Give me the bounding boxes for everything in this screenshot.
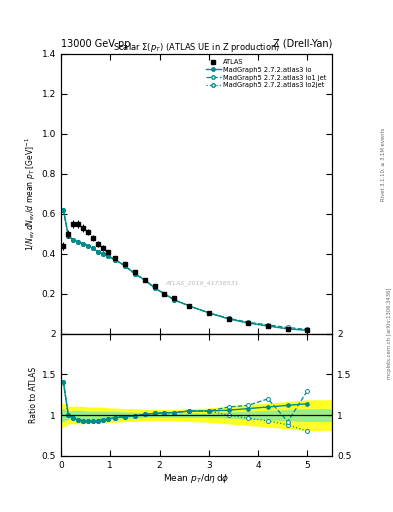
- Y-axis label: $1/N_\mathrm{ev}\,dN_\mathrm{ev}/d$ mean $p_T$ [GeV]$^{-1}$: $1/N_\mathrm{ev}\,dN_\mathrm{ev}/d$ mean…: [23, 137, 37, 251]
- Y-axis label: Ratio to ATLAS: Ratio to ATLAS: [29, 367, 37, 423]
- X-axis label: Mean $p_T$/d$\eta\,\mathrm{d}\phi$: Mean $p_T$/d$\eta\,\mathrm{d}\phi$: [163, 472, 230, 485]
- Text: Z (Drell-Yan): Z (Drell-Yan): [273, 38, 332, 49]
- Title: Scalar $\Sigma(p_T)$ (ATLAS UE in Z production): Scalar $\Sigma(p_T)$ (ATLAS UE in Z prod…: [113, 41, 280, 54]
- Legend: ATLAS, MadGraph5 2.7.2.atlas3 lo, MadGraph5 2.7.2.atlas3 lo1 jet, MadGraph5 2.7.: ATLAS, MadGraph5 2.7.2.atlas3 lo, MadGra…: [204, 57, 329, 90]
- Text: mcplots.cern.ch [arXiv:1306.3436]: mcplots.cern.ch [arXiv:1306.3436]: [387, 287, 391, 378]
- Text: ATLAS_2019_41736531: ATLAS_2019_41736531: [165, 281, 239, 286]
- Text: Rivet 3.1.10, ≥ 3.1M events: Rivet 3.1.10, ≥ 3.1M events: [381, 127, 386, 201]
- Text: 13000 GeV pp: 13000 GeV pp: [61, 38, 130, 49]
